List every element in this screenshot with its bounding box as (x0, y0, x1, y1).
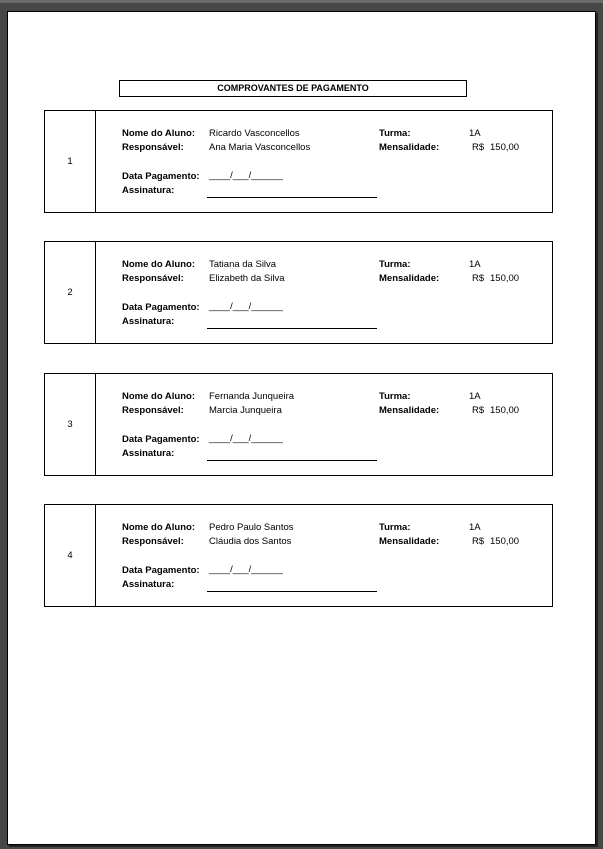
receipt-4: 4 Nome do Aluno: Pedro Paulo Santos Turm… (44, 504, 553, 607)
student-name: Tatiana da Silva (209, 259, 277, 270)
guardian-name: Cláudia dos Santos (209, 536, 292, 547)
document-title: COMPROVANTES DE PAGAMENTO (119, 80, 467, 97)
receipt-number-text: 2 (67, 287, 73, 298)
currency-symbol: R$ (472, 405, 485, 416)
student-name: Ricardo Vasconcellos (209, 128, 300, 139)
class-label: Turma: (379, 128, 411, 139)
student-label: Nome do Aluno: (122, 522, 195, 533)
fee-label: Mensalidade: (379, 536, 440, 547)
receipt-2: 2 Nome do Aluno: Tatiana da Silva Turma:… (44, 241, 553, 344)
viewer-top-bar (0, 0, 603, 3)
date-blank: ____/___/______ (209, 564, 283, 575)
receipt-number-text: 3 (67, 419, 73, 430)
date-blank: ____/___/______ (209, 301, 283, 312)
receipt-number-text: 4 (67, 550, 73, 561)
receipt-number-text: 1 (67, 156, 73, 167)
student-label: Nome do Aluno: (122, 259, 195, 270)
student-label: Nome do Aluno: (122, 391, 195, 402)
date-blank: ____/___/______ (209, 170, 283, 181)
guardian-name: Ana Maria Vasconcellos (209, 142, 311, 153)
signature-line (207, 197, 377, 198)
guardian-label: Responsável: (122, 536, 184, 547)
signature-label: Assinatura: (122, 316, 175, 327)
receipt-3: 3 Nome do Aluno: Fernanda Junqueira Turm… (44, 373, 553, 476)
guardian-label: Responsável: (122, 405, 184, 416)
signature-line (207, 591, 377, 592)
fee-value: 150,00 (490, 273, 520, 284)
fee-value: 150,00 (490, 405, 520, 416)
receipt-number: 4 (45, 505, 96, 606)
currency-symbol: R$ (472, 273, 485, 284)
currency-symbol: R$ (472, 536, 485, 547)
guardian-label: Responsável: (122, 142, 184, 153)
fee-value: 150,00 (490, 142, 520, 153)
signature-label: Assinatura: (122, 579, 175, 590)
currency-symbol: R$ (472, 142, 485, 153)
signature-line (207, 460, 377, 461)
signature-line (207, 328, 377, 329)
date-label: Data Pagamento: (122, 171, 200, 182)
date-label: Data Pagamento: (122, 434, 200, 445)
fee-label: Mensalidade: (379, 273, 440, 284)
fee-label: Mensalidade: (379, 405, 440, 416)
student-name: Pedro Paulo Santos (209, 522, 294, 533)
class-label: Turma: (379, 259, 411, 270)
signature-label: Assinatura: (122, 448, 175, 459)
student-name: Fernanda Junqueira (209, 391, 295, 402)
class-label: Turma: (379, 522, 411, 533)
receipt-number: 1 (45, 111, 96, 212)
signature-label: Assinatura: (122, 185, 175, 196)
guardian-name: Marcia Junqueira (209, 405, 282, 416)
class-value: 1A (469, 522, 481, 533)
date-label: Data Pagamento: (122, 565, 200, 576)
fee-value: 150,00 (490, 536, 520, 547)
guardian-label: Responsável: (122, 273, 184, 284)
student-label: Nome do Aluno: (122, 128, 195, 139)
date-blank: ____/___/______ (209, 433, 283, 444)
fee-label: Mensalidade: (379, 142, 440, 153)
class-value: 1A (469, 128, 481, 139)
class-value: 1A (469, 391, 481, 402)
class-label: Turma: (379, 391, 411, 402)
guardian-name: Elizabeth da Silva (209, 273, 285, 284)
receipt-number: 2 (45, 242, 96, 343)
class-value: 1A (469, 259, 481, 270)
receipt-number: 3 (45, 374, 96, 475)
document-page (7, 11, 596, 845)
date-label: Data Pagamento: (122, 302, 200, 313)
receipt-1: 1 Nome do Aluno: Ricardo Vasconcellos Tu… (44, 110, 553, 213)
